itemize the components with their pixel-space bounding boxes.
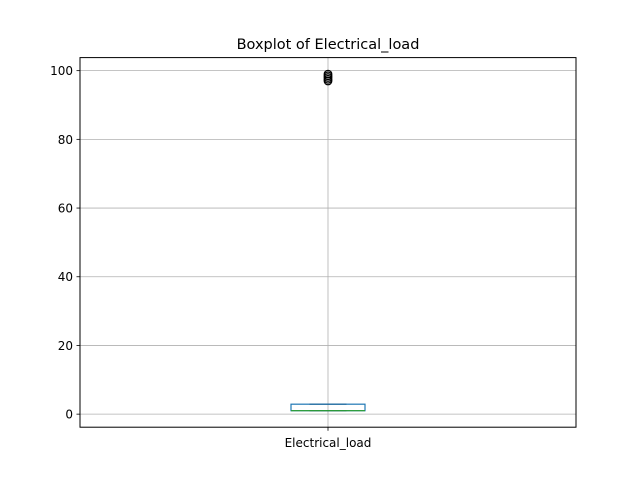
outlier-point bbox=[323, 69, 333, 79]
x-tick-label: Electrical_load bbox=[285, 436, 372, 450]
y-tick-label: 80 bbox=[58, 133, 73, 147]
y-tick-label: 60 bbox=[58, 202, 73, 216]
y-tick-label: 100 bbox=[50, 64, 73, 78]
axis-ticks: 0 20 40 60 80 100 Electrical_load bbox=[50, 64, 371, 450]
y-tick-label: 0 bbox=[65, 408, 73, 422]
chart-title: Boxplot of Electrical_load bbox=[237, 37, 420, 53]
y-tick-label: 20 bbox=[58, 339, 73, 353]
box-layer bbox=[290, 69, 366, 412]
y-tick-label: 40 bbox=[58, 270, 73, 284]
